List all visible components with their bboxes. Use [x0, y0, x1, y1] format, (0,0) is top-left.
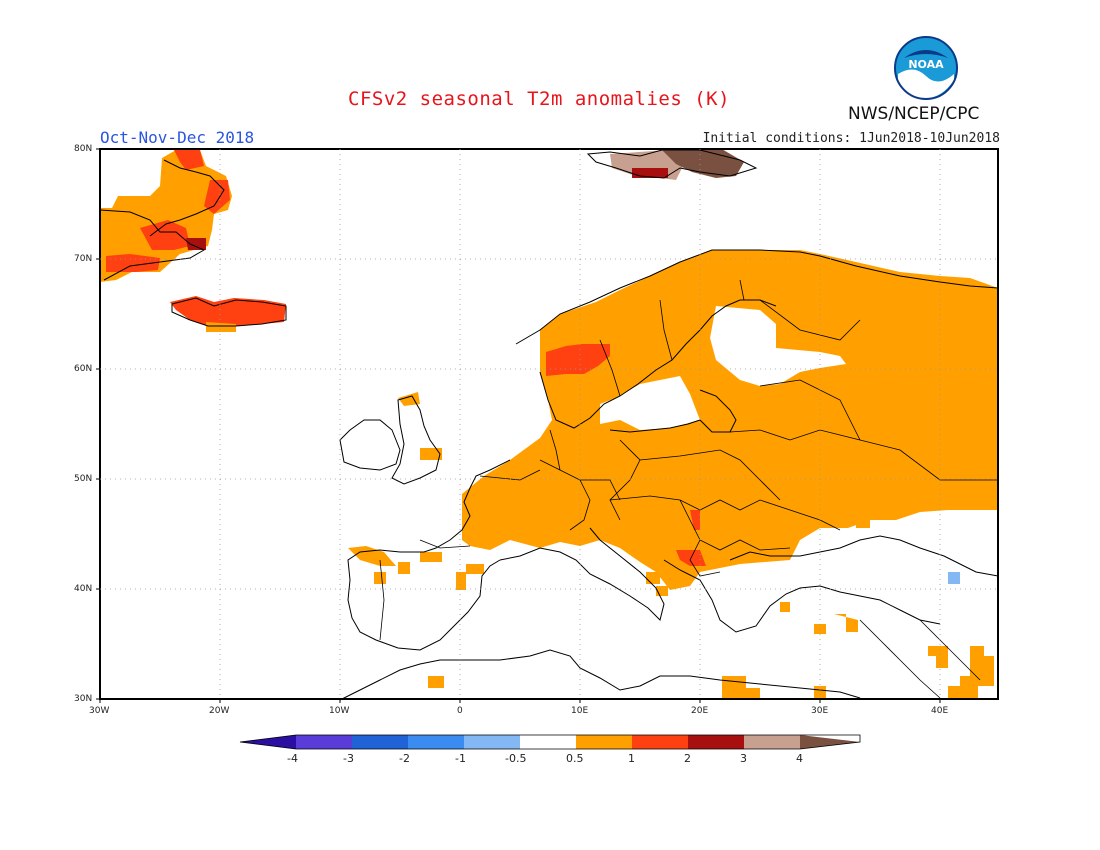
colorbar-swatch — [464, 735, 520, 749]
lat-label-40n: 40N — [74, 584, 93, 594]
tick-marks — [96, 148, 941, 703]
colorbar-label: -2 — [399, 752, 410, 765]
map-frame — [99, 148, 999, 700]
lon-label-30e: 30E — [811, 706, 829, 716]
lat-label-50n: 50N — [74, 474, 93, 484]
colorbar-label: 3 — [740, 752, 747, 765]
colorbar-swatch — [744, 735, 800, 749]
lat-label-30n: 30N — [74, 694, 93, 704]
lon-label-30w: 30W — [89, 706, 110, 716]
lon-label-10e: 10E — [571, 706, 589, 716]
colorbar — [239, 734, 861, 750]
lat-label-60n: 60N — [74, 364, 93, 374]
lat-label-70n: 70N — [74, 254, 93, 264]
colorbar-label: 4 — [796, 752, 803, 765]
colorbar-swatch — [688, 735, 744, 749]
lon-label-0: 0 — [457, 706, 463, 716]
agency-label: NWS/NCEP/CPC — [848, 104, 980, 124]
noaa-logo-icon: NOAA — [894, 36, 958, 100]
lon-label-40e: 40E — [931, 706, 949, 716]
gridlines — [100, 149, 998, 699]
colorbar-label: -1 — [455, 752, 466, 765]
map-title: CFSv2 seasonal T2m anomalies (K) — [348, 88, 731, 110]
colorbar-swatch — [632, 735, 688, 749]
colorbar-label: 0.5 — [566, 752, 584, 765]
lon-label-20w: 20W — [209, 706, 230, 716]
colorbar-swatch-above-4 — [800, 735, 860, 749]
lon-label-10w: 10W — [329, 706, 350, 716]
colorbar-swatch — [576, 735, 632, 749]
season-label: Oct-Nov-Dec 2018 — [100, 128, 255, 147]
colorbar-swatch — [408, 735, 464, 749]
colorbar-label: -3 — [343, 752, 354, 765]
colorbar-label: -4 — [287, 752, 298, 765]
colorbar-label: 2 — [684, 752, 691, 765]
initial-conditions-label: Initial conditions: 1Jun2018-10Jun2018 — [702, 131, 1000, 146]
country-borders — [379, 279, 998, 699]
colorbar-swatch — [520, 735, 576, 749]
logo-text: NOAA — [908, 58, 944, 71]
colorbar-swatch-below-4 — [240, 735, 296, 749]
colorbar-label: 1 — [628, 752, 635, 765]
lat-label-80n: 80N — [74, 144, 93, 154]
anomaly-shading — [100, 148, 998, 698]
lon-label-20e: 20E — [691, 706, 709, 716]
colorbar-label: -0.5 — [505, 752, 527, 765]
colorbar-swatch — [296, 735, 352, 749]
colorbar-swatch — [352, 735, 408, 749]
